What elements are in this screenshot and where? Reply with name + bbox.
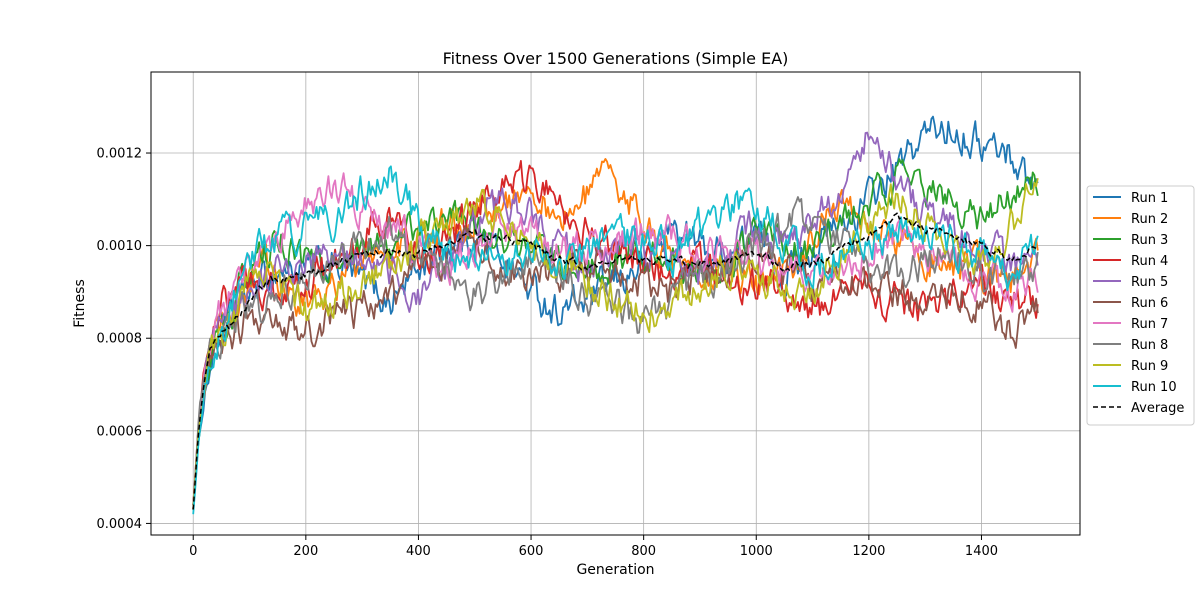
y-axis-ticks: 0.0004 0.0006 0.0008 0.0010 0.0012 xyxy=(97,147,151,532)
legend-label: Run 4 xyxy=(1131,254,1168,269)
series-line-run-2 xyxy=(192,157,1039,510)
x-tick-label: 600 xyxy=(519,544,544,559)
x-tick-label: 1000 xyxy=(740,544,773,559)
x-tick-label: 0 xyxy=(189,544,197,559)
y-tick-label: 0.0010 xyxy=(97,239,143,254)
y-tick-label: 0.0012 xyxy=(97,147,143,162)
series-line-average xyxy=(192,212,1038,510)
legend-label: Run 3 xyxy=(1131,233,1168,248)
x-axis-ticks: 0 200 400 600 800 1000 1200 1400 xyxy=(189,535,998,559)
legend-label: Average xyxy=(1131,401,1184,416)
legend-label: Run 10 xyxy=(1131,380,1177,395)
x-tick-label: 200 xyxy=(293,544,318,559)
legend-label: Run 5 xyxy=(1131,275,1168,290)
series-line-run-7 xyxy=(192,172,1039,510)
series-line-run-9 xyxy=(192,178,1039,510)
legend-label: Run 6 xyxy=(1131,296,1168,311)
chart-title: Fitness Over 1500 Generations (Simple EA… xyxy=(443,49,789,68)
legend-label: Run 8 xyxy=(1131,338,1168,353)
x-tick-label: 1400 xyxy=(965,544,998,559)
y-axis-label: Fitness xyxy=(72,279,88,328)
grid xyxy=(151,72,1080,535)
legend-label: Run 7 xyxy=(1131,317,1168,332)
legend-label: Run 1 xyxy=(1131,191,1168,206)
plot-frame xyxy=(150,71,1081,536)
x-axis-label: Generation xyxy=(576,562,654,578)
x-tick-label: 800 xyxy=(631,544,656,559)
y-tick-label: 0.0004 xyxy=(97,517,143,532)
x-tick-label: 400 xyxy=(406,544,431,559)
legend: Run 1 Run 2 Run 3 Run 4 Run 5 Run 6 Run 7 Run 8… xyxy=(1086,185,1195,426)
series-line-run-10 xyxy=(192,165,1039,515)
legend-label: Run 9 xyxy=(1131,359,1168,374)
series-line-run-8 xyxy=(192,196,1039,510)
y-tick-label: 0.0006 xyxy=(97,424,143,439)
legend-label: Run 2 xyxy=(1131,212,1168,227)
x-tick-label: 1200 xyxy=(852,544,885,559)
series-lines xyxy=(192,115,1039,515)
y-tick-label: 0.0008 xyxy=(97,332,143,347)
